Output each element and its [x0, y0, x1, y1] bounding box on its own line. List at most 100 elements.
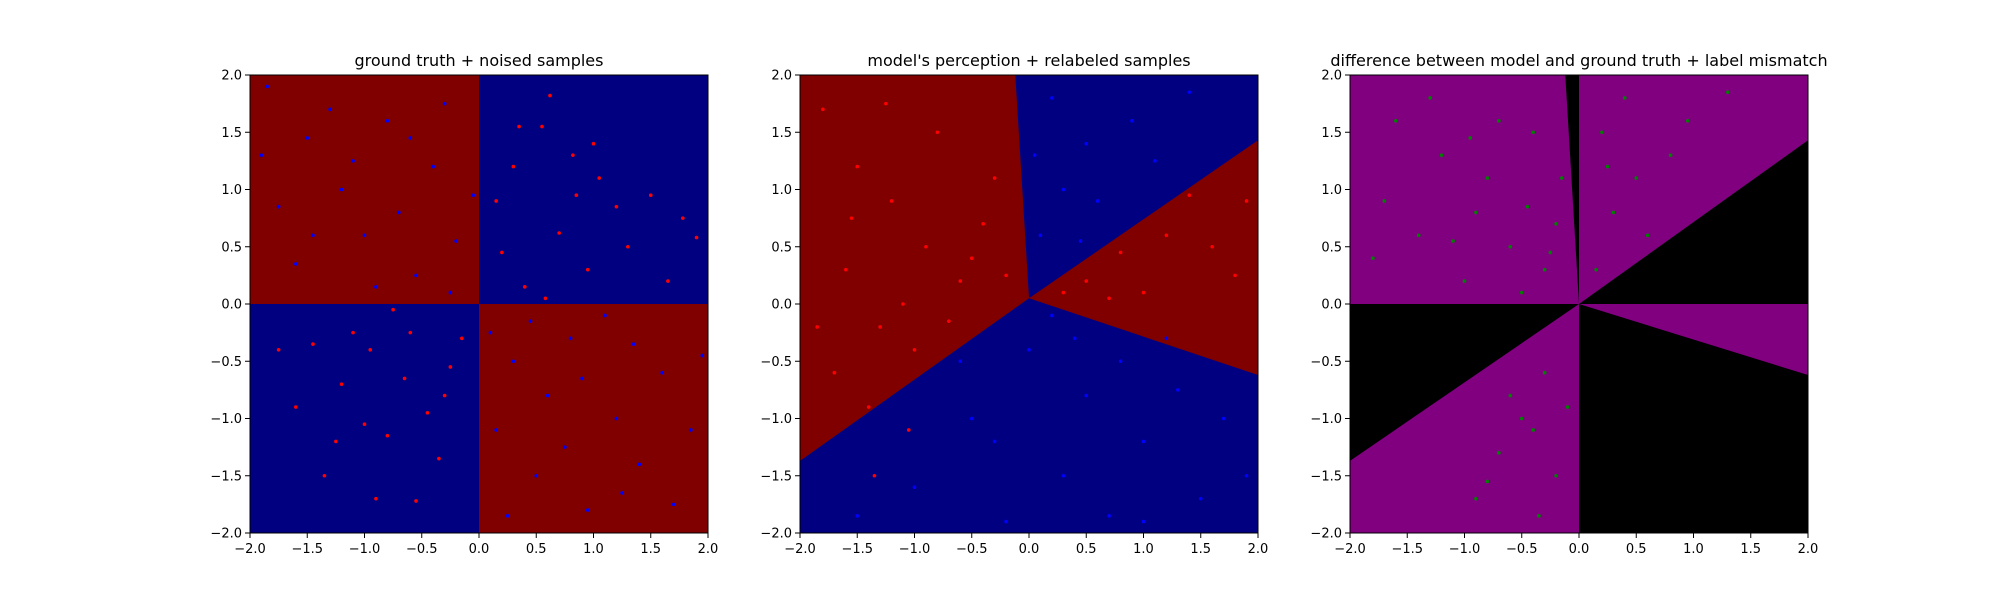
scatter-point — [1371, 256, 1375, 261]
scatter-point — [494, 428, 498, 432]
scatter-point — [969, 416, 974, 421]
scatter-point — [1474, 210, 1478, 215]
y-tick-label: −1.0 — [210, 412, 242, 427]
scatter-point — [385, 119, 390, 123]
scatter-point — [1485, 479, 1490, 484]
scatter-point — [374, 496, 378, 501]
scatter-point — [1118, 359, 1123, 364]
scatter-point — [821, 107, 825, 112]
region-blue-region — [250, 304, 479, 533]
x-tick-label: −1.0 — [349, 542, 381, 557]
scatter-point — [844, 267, 848, 272]
scatter-point — [1554, 222, 1558, 226]
x-tick-label: −1.5 — [291, 542, 323, 557]
scatter-point — [832, 370, 837, 375]
scatter-point — [958, 279, 963, 283]
scatter-point — [947, 319, 951, 323]
scatter-point — [339, 187, 344, 192]
y-tick-label: 1.5 — [221, 126, 242, 141]
x-tick-label: −1.0 — [1449, 542, 1481, 557]
scatter-point — [1164, 336, 1169, 341]
scatter-point — [1061, 473, 1066, 478]
y-tick-label: −1.0 — [1310, 412, 1342, 427]
scatter-point — [1451, 239, 1455, 243]
scatter-point — [1107, 296, 1111, 301]
y-tick-label: 1.0 — [1321, 183, 1342, 198]
scatter-point — [1118, 250, 1123, 255]
scatter-point — [694, 235, 699, 240]
y-tick-label: −1.5 — [1310, 469, 1342, 484]
y-tick-label: −1.0 — [760, 412, 792, 427]
scatter-point — [1600, 130, 1604, 135]
scatter-point — [1416, 233, 1421, 238]
subplot-2: −2.0 −1.5 −1.0 −0.5 0.0 0.5 1.0 1.5 2.0 −2.0 −1.5 −… — [760, 51, 1268, 557]
scatter-point — [620, 491, 624, 495]
y-tick-label: 0.5 — [221, 240, 242, 255]
y-tick-label: 1.5 — [1321, 126, 1342, 141]
scatter-point — [585, 508, 590, 512]
x-tick-label: −1.5 — [841, 542, 873, 557]
scatter-point — [1548, 250, 1553, 255]
scatter-point — [648, 193, 653, 198]
scatter-point — [471, 193, 476, 198]
scatter-point — [614, 416, 619, 421]
y-tick-label: 0.0 — [771, 298, 792, 313]
scatter-point — [259, 153, 264, 157]
scatter-point — [1107, 514, 1111, 518]
scatter-point — [924, 244, 928, 249]
scatter-point — [1537, 514, 1541, 518]
x-tick-label: −1.5 — [1391, 542, 1423, 557]
scatter-point — [540, 124, 544, 129]
scatter-point — [1061, 187, 1066, 192]
scatter-point — [528, 319, 533, 323]
x-tick-label: 1.0 — [583, 542, 604, 557]
scatter-point — [1508, 393, 1513, 398]
x-tick-label: 1.5 — [1190, 542, 1211, 557]
y-tick-label: 1.0 — [771, 183, 792, 198]
y-tick-label: −0.5 — [760, 355, 792, 370]
scatter-point — [866, 405, 871, 409]
x-tick-label: 2.0 — [1798, 542, 1819, 557]
scatter-point — [305, 136, 310, 140]
scatter-point — [1032, 153, 1037, 157]
scatter-point — [1594, 267, 1598, 272]
scatter-point — [681, 216, 685, 220]
region-blue-region — [479, 75, 708, 304]
x-tick-label: 2.0 — [698, 542, 719, 557]
scatter-point — [408, 136, 413, 140]
scatter-point — [1468, 136, 1473, 140]
scatter-point — [494, 199, 498, 203]
scatter-point — [969, 256, 974, 261]
subplot-1: −2.0 −1.5 −1.0 −0.5 0.0 0.5 1.0 1.5 2.0 −2.0 −1.5 −… — [210, 51, 718, 557]
scatter-point — [488, 330, 493, 335]
x-tick-label: 0.5 — [1626, 542, 1647, 557]
scatter-point — [1519, 290, 1524, 295]
region-red-region — [800, 75, 1029, 461]
scatter-point — [878, 325, 882, 329]
scatter-point — [362, 422, 367, 427]
scatter-point — [689, 428, 693, 432]
scatter-point — [414, 499, 418, 503]
scatter-point — [1244, 199, 1249, 203]
scatter-point — [1685, 119, 1690, 123]
scatter-point — [1038, 233, 1043, 238]
scatter-point — [1084, 393, 1089, 398]
scatter-point — [1198, 496, 1203, 501]
scatter-point — [1497, 451, 1501, 455]
scatter-point — [391, 307, 395, 312]
scatter-point — [1061, 290, 1066, 295]
scatter-point — [548, 93, 552, 98]
scatter-point — [935, 130, 940, 135]
scatter-point — [1244, 473, 1249, 478]
scatter-point — [1525, 204, 1530, 209]
scatter-point — [294, 405, 298, 409]
y-tick-label: 2.0 — [221, 69, 242, 84]
scatter-point — [889, 199, 894, 203]
region-black-region — [1565, 75, 1579, 304]
scatter-point — [574, 193, 579, 198]
y-tick-label: −2.0 — [1310, 527, 1342, 542]
scatter-point — [500, 250, 504, 255]
scatter-point — [912, 348, 917, 352]
scatter-point — [1130, 119, 1134, 123]
scatter-point — [1187, 193, 1192, 198]
